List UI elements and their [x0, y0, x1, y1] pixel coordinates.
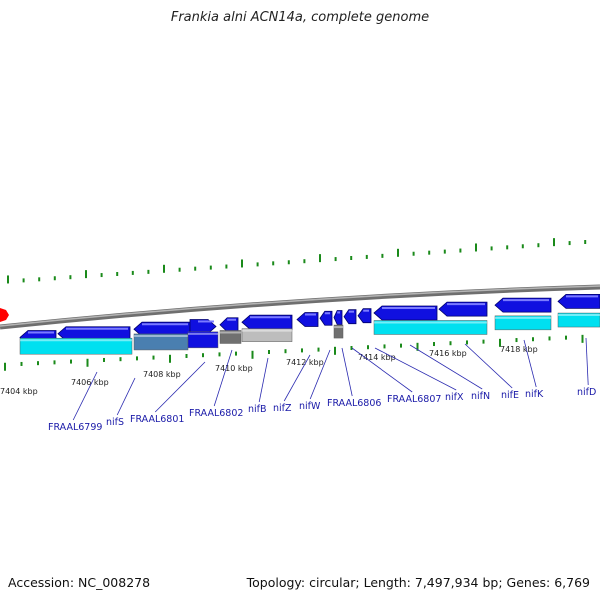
genome-title: Frankia alni ACN14a, complete genome	[170, 10, 430, 25]
label-leader-line	[341, 347, 353, 397]
backbone-highlight	[0, 285, 600, 327]
label-leader-line	[213, 349, 233, 407]
genome-backbone	[0, 284, 600, 330]
gene-arrow	[189, 319, 217, 334]
cds-block	[494, 315, 552, 331]
label-leader-line	[116, 377, 136, 416]
kbp-label: 7418 kbp	[500, 345, 538, 354]
genome-summary-text: Topology: circular; Length: 7,497,934 bp…	[246, 575, 590, 590]
gene-label-track: FRAAL6799 nifS FRAAL6801 FRAAL6802 nifB nifZ n…	[48, 337, 596, 433]
kbp-label: 7406 kbp	[71, 378, 109, 387]
cds-block	[557, 312, 600, 328]
cds-block	[333, 324, 344, 339]
gene-label: nifZ	[273, 403, 292, 414]
label-leader-line	[283, 354, 311, 402]
gene-arrow	[557, 293, 600, 309]
kbp-label: 7408 kbp	[143, 370, 181, 379]
label-leader-line	[72, 371, 98, 421]
cds-block	[19, 337, 133, 355]
gene-label: nifS	[106, 417, 124, 428]
cds-block	[187, 331, 219, 349]
inner-tick-track	[4, 334, 584, 371]
cds-track	[19, 312, 600, 355]
gene-label: FRAAL6802	[189, 408, 243, 419]
gene-arrow	[438, 301, 488, 317]
kbp-label: 7414 kbp	[358, 353, 396, 362]
origin-marker	[0, 308, 9, 322]
gene-label: FRAAL6801	[130, 414, 184, 425]
kbp-label: 7412 kbp	[286, 358, 324, 367]
gene-arrow	[296, 312, 319, 327]
gene-arrow	[333, 310, 343, 325]
gene-arrow	[241, 314, 293, 330]
kbp-label-track: 7404 kbp 7406 kbp 7408 kbp 7410 kbp 7412 kbp…	[0, 345, 538, 396]
gene-arrow	[357, 308, 372, 324]
gene-label: nifN	[471, 391, 490, 402]
gene-label: nifW	[299, 401, 321, 412]
accession-text: Accession: NC_008278	[8, 575, 151, 590]
gene-label: nifE	[501, 390, 519, 401]
gene-label: nifK	[525, 389, 544, 400]
label-leader-line	[409, 344, 483, 390]
label-leader-line	[374, 347, 457, 391]
label-leader-line	[585, 337, 589, 386]
kbp-label: 7410 kbp	[215, 364, 253, 373]
gene-arrow	[494, 297, 552, 313]
gene-label: FRAAL6799	[48, 422, 102, 433]
label-leader-line	[523, 339, 537, 388]
label-leader-line	[258, 357, 269, 403]
kbp-label: 7404 kbp	[0, 387, 38, 396]
cds-block	[241, 328, 293, 342]
backbone-line	[0, 284, 600, 330]
label-leader-line	[464, 343, 513, 389]
outer-tick-track	[7, 238, 587, 284]
gene-arrow	[373, 305, 438, 321]
label-leader-line	[351, 347, 413, 393]
gene-label: nifX	[445, 392, 464, 403]
label-leader-line	[154, 361, 206, 413]
gene-label: FRAAL6806	[327, 398, 381, 409]
cds-block	[373, 320, 488, 335]
gene-arrow	[319, 310, 333, 326]
gene-label: FRAAL6807	[387, 394, 441, 405]
gene-label: nifB	[248, 404, 267, 415]
kbp-label: 7416 kbp	[429, 349, 467, 358]
gene-label: nifD	[577, 387, 596, 398]
label-leader-line	[309, 349, 331, 400]
gene-arrow	[343, 309, 357, 325]
cds-block	[219, 330, 242, 344]
